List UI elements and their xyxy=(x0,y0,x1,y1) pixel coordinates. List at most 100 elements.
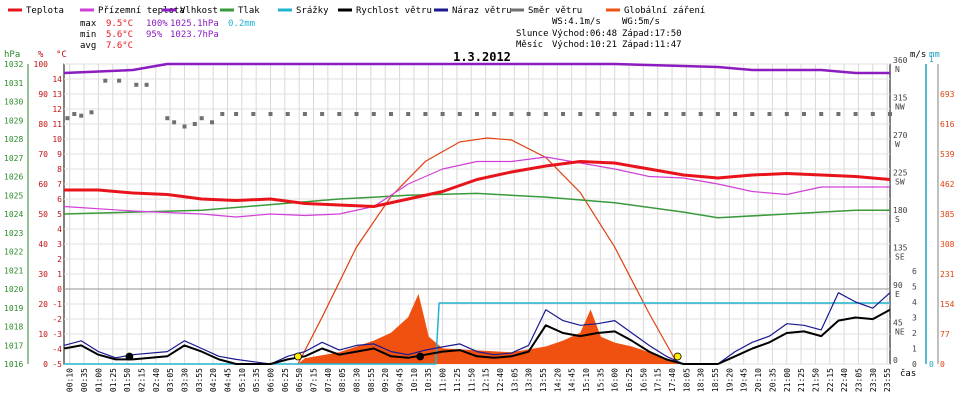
x-tick-label: 07:15 xyxy=(310,368,319,392)
direction-point xyxy=(492,112,497,116)
tick-direction-letter: SW xyxy=(895,178,905,187)
tick-temperature: -3 xyxy=(52,330,62,339)
chart-title: 1.3.2012 xyxy=(453,50,511,64)
x-tick-label: 16:50 xyxy=(639,368,648,392)
tick-direction: 360 xyxy=(893,56,908,65)
info-panel: WS:4.1m/s WG:5m/s Slunce Východ:06:48 Západ:… xyxy=(516,17,682,50)
x-tick-label: 21:00 xyxy=(783,368,792,392)
tick-pressure: 1031 xyxy=(4,79,23,88)
x-tick-label: 22:15 xyxy=(826,368,835,392)
direction-point xyxy=(509,112,514,116)
x-tick-label: 14:45 xyxy=(568,368,577,392)
direction-point xyxy=(853,112,858,116)
info-moon-label: Měsíc xyxy=(516,40,543,50)
tick-temperature: 13 xyxy=(52,90,62,99)
tick-pressure: 1030 xyxy=(4,98,23,107)
stat-rain-max: 0.2mm xyxy=(228,19,255,29)
x-tick-label: 02:15 xyxy=(137,368,146,392)
x-tick-label: 18:55 xyxy=(711,368,720,392)
tick-wind: 6 xyxy=(912,267,917,276)
x-tick-label: 23:55 xyxy=(883,368,892,392)
x-tick-label: 16:00 xyxy=(611,368,620,392)
direction-point xyxy=(285,112,290,116)
direction-point xyxy=(79,113,84,118)
x-tick-label: 20:35 xyxy=(768,368,777,392)
x-tick-label: 06:00 xyxy=(267,368,276,392)
tick-temperature: 4 xyxy=(57,225,62,234)
direction-point xyxy=(767,112,772,116)
tick-direction: 315 xyxy=(893,94,908,103)
tick-direction-letter: S xyxy=(895,215,900,224)
axis-label-wind: m/s xyxy=(910,50,926,60)
tick-pressure: 1020 xyxy=(4,285,23,294)
direction-point xyxy=(543,112,548,116)
stat-press-min: 1023.7hPa xyxy=(170,30,219,40)
series-line-dew xyxy=(63,156,890,218)
direction-point xyxy=(134,82,139,87)
x-tick-label: 19:45 xyxy=(740,368,749,392)
x-tick-label: 13:30 xyxy=(525,368,534,392)
direction-point xyxy=(72,112,77,116)
stat-label-avg: avg xyxy=(80,41,96,51)
x-tick-label: 09:20 xyxy=(381,368,390,392)
sun-moon-marker xyxy=(416,352,425,361)
direction-point xyxy=(784,112,789,116)
tick-temperature: 9 xyxy=(57,150,62,159)
x-tick-label: 11:00 xyxy=(439,368,448,392)
x-tick-label: 12:15 xyxy=(482,368,491,392)
x-tick-label: 04:45 xyxy=(224,368,233,392)
legend-label: Globální záření xyxy=(624,6,705,16)
x-tick-label: 04:20 xyxy=(209,368,218,392)
x-tick-label: 00:10 xyxy=(66,368,75,392)
x-tick-label: 22:40 xyxy=(840,368,849,392)
x-tick-label: 16:25 xyxy=(625,368,634,392)
tick-radiation: 385 xyxy=(940,210,955,219)
direction-point xyxy=(172,120,177,125)
axis-label-rain: mm xyxy=(929,50,940,60)
x-tick-label: 11:50 xyxy=(467,368,476,392)
tick-radiation: 539 xyxy=(940,150,955,159)
tick-temperature: 10 xyxy=(52,135,62,144)
tick-pressure: 1024 xyxy=(4,210,23,219)
tick-humidity: 0 xyxy=(43,360,48,369)
info-moon-set: Západ:11:47 xyxy=(622,40,682,50)
direction-point xyxy=(210,120,214,125)
direction-point xyxy=(182,124,187,129)
direction-point xyxy=(595,112,600,116)
x-tick-label: 20:10 xyxy=(754,368,763,392)
info-ws: WS:4.1m/s xyxy=(552,17,601,27)
tick-direction: 270 xyxy=(893,131,908,140)
direction-point xyxy=(629,112,634,116)
tick-wind: 0 xyxy=(912,360,917,369)
tick-temperature: 11 xyxy=(52,120,62,129)
direction-point xyxy=(698,112,703,116)
tick-temperature: 5 xyxy=(57,210,62,219)
x-tick-label: 08:05 xyxy=(338,368,347,392)
tick-temperature: 2 xyxy=(57,255,62,264)
tick-direction-letter: NE xyxy=(895,328,905,337)
tick-wind: 3 xyxy=(912,314,917,323)
tick-rain: 1 xyxy=(929,55,934,64)
x-tick-label: 14:20 xyxy=(553,368,562,392)
x-tick-label: 06:25 xyxy=(281,368,290,392)
stat-temp-min: 5.6°C xyxy=(106,30,133,40)
tick-pressure: 1023 xyxy=(4,229,23,238)
stat-hum-min: 95% xyxy=(146,30,163,40)
tick-pressure: 1017 xyxy=(4,341,23,350)
direction-point xyxy=(220,112,225,116)
tick-pressure: 1026 xyxy=(4,173,23,182)
tick-humidity: 10 xyxy=(38,330,48,339)
direction-point xyxy=(251,112,256,116)
x-tick-label: 15:10 xyxy=(582,368,591,392)
direction-point xyxy=(320,112,325,116)
direction-point xyxy=(337,112,342,116)
tick-radiation: 308 xyxy=(940,240,955,249)
direction-point xyxy=(406,112,411,116)
x-tick-label: 01:00 xyxy=(94,368,103,392)
x-tick-label: 01:50 xyxy=(123,368,132,392)
direction-point xyxy=(302,112,307,116)
tick-radiation: 0 xyxy=(940,360,945,369)
direction-point xyxy=(578,112,583,116)
